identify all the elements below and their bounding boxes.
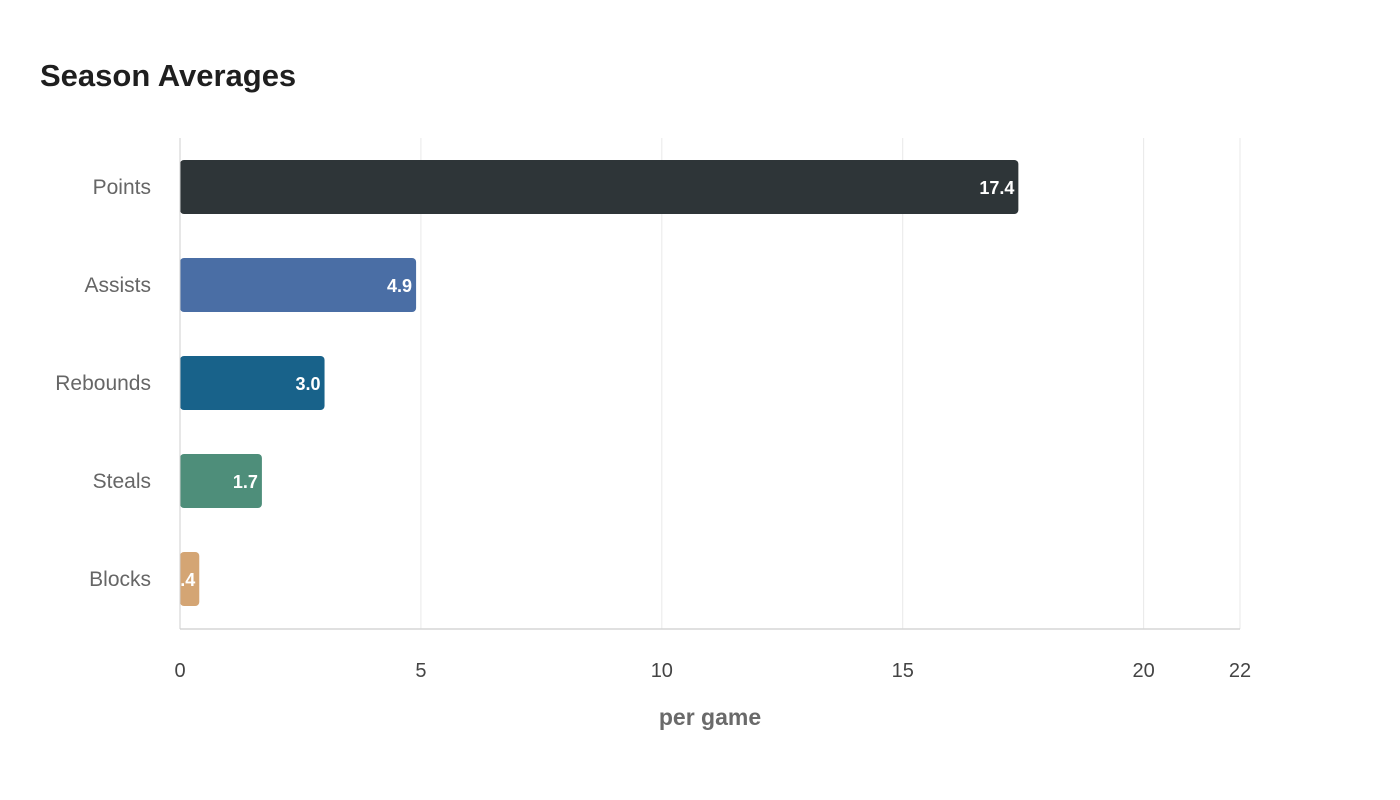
x-tick-label: 20 — [1133, 660, 1155, 682]
category-label-points: Points — [93, 176, 151, 199]
bars — [180, 160, 1019, 606]
x-tick-label: 0 — [174, 660, 185, 682]
category-labels: Points Assists Rebounds Steals Blocks — [55, 176, 151, 591]
category-label-steals: Steals — [93, 470, 151, 493]
chart-title: Season Averages — [40, 58, 297, 93]
data-label-points: 17.4 — [979, 178, 1014, 198]
data-labels: 17.4 4.9 3.0 1.7 0.4 — [170, 178, 1014, 590]
x-tick-label: 15 — [892, 660, 914, 682]
x-tick-label: 10 — [651, 660, 673, 682]
grid-lines — [420, 138, 1241, 629]
bar-steals — [180, 454, 262, 508]
bar-blocks — [180, 552, 200, 606]
category-label-blocks: Blocks — [89, 568, 151, 591]
data-label-assists: 4.9 — [387, 276, 412, 296]
x-axis-title: per game — [659, 704, 761, 730]
x-tick-label: 5 — [415, 660, 426, 682]
category-label-rebounds: Rebounds — [55, 372, 151, 395]
category-label-assists: Assists — [84, 274, 151, 297]
data-label-rebounds: 3.0 — [296, 374, 321, 394]
bar-rebounds — [180, 356, 325, 410]
data-label-blocks: 0.4 — [170, 570, 195, 590]
x-tick-labels: 0 5 10 15 20 22 — [174, 660, 1251, 682]
data-label-steals: 1.7 — [233, 472, 258, 492]
bar-assists — [180, 258, 417, 312]
x-tick-label: 22 — [1229, 660, 1251, 682]
bar-points — [180, 160, 1019, 214]
